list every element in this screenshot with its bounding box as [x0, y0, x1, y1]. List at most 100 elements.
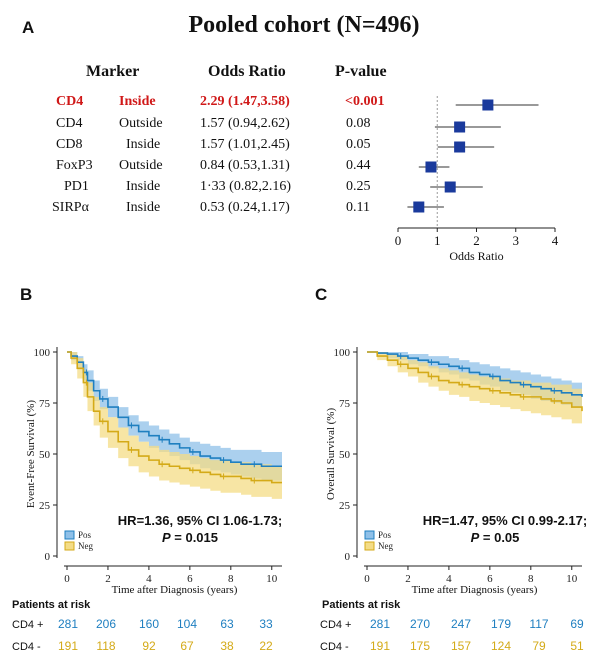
x-tick-label: 3	[513, 233, 520, 248]
x-tick-label: 8	[228, 573, 234, 585]
row-p-value: 0.11	[346, 200, 370, 215]
risk-cell: 191	[369, 639, 391, 653]
x-tick-label: 0	[364, 573, 370, 585]
row-marker: PD1	[64, 179, 89, 194]
odds-ratio-marker	[454, 121, 466, 133]
row-location: Inside	[126, 200, 161, 215]
y-axis-label: Overall Survival (%)	[325, 408, 337, 501]
legend-label: Pos	[378, 530, 392, 540]
risk-label-pos-c: CD4 +	[320, 619, 352, 631]
risk-cell: 118	[96, 639, 116, 653]
row-odds-ratio: 1.57 (1.01,2.45)	[200, 137, 290, 152]
hr-b-p-value: = 0.015	[174, 530, 219, 545]
legend-swatch-pos	[364, 530, 375, 540]
x-tick-label: 0	[395, 233, 402, 248]
hr-c-p-label: P	[470, 530, 480, 545]
risk-cell: 157	[450, 639, 472, 653]
risk-cell: 247	[450, 617, 472, 631]
x-tick-label: 6	[187, 573, 193, 585]
x-axis-label: Time after Diagnosis (years)	[112, 584, 238, 596]
y-axis-label: Event-Free Survival (%)	[25, 400, 37, 508]
y-tick-label: 50	[339, 449, 351, 461]
x-axis-label: Odds Ratio	[449, 249, 503, 263]
row-odds-ratio: 2.29 (1.47,3.58)	[200, 94, 290, 109]
y-tick-label: 50	[39, 449, 51, 461]
y-tick-label: 100	[34, 347, 51, 359]
hr-b-line1: HR=1.36, 95% CI 1.06-1.73;	[117, 513, 283, 528]
risk-cell: 124	[490, 639, 512, 653]
risk-cell: 281	[369, 617, 391, 631]
row-odds-ratio: 0.84 (0.53,1.31)	[200, 158, 290, 173]
risk-cell: 160	[138, 617, 160, 631]
panel-c-letter: C	[315, 285, 328, 304]
row-location: Inside	[126, 179, 161, 194]
panel-a-letter: A	[22, 18, 35, 37]
y-tick-label: 25	[39, 500, 51, 512]
risk-cell: 270	[409, 617, 431, 631]
legend-label: Neg	[78, 541, 93, 551]
risk-cell: 22	[259, 639, 273, 653]
row-location: Inside	[126, 137, 161, 152]
x-tick-label: 0	[64, 573, 70, 585]
hr-c-p-value: = 0.05	[482, 530, 520, 545]
odds-ratio-marker	[454, 141, 466, 153]
risk-cell: 67	[180, 639, 194, 653]
odds-ratio-marker	[425, 161, 437, 173]
odds-ratio-marker	[482, 99, 494, 111]
x-tick-label: 1	[434, 233, 441, 248]
hr-b-p-label: P	[161, 530, 171, 545]
row-location: Inside	[119, 94, 156, 109]
survival-curve-pos	[367, 351, 583, 397]
ci-band-neg	[67, 352, 282, 499]
risk-cell: 175	[409, 639, 431, 653]
risk-cell: 33	[259, 617, 273, 631]
forest-plot: 0 1 2 3 4 Odds Ratio	[395, 96, 559, 263]
row-p-value: 0.44	[346, 158, 371, 173]
row-odds-ratio: 1.57 (0.94,2.62)	[200, 116, 290, 131]
row-p-value: 0.05	[346, 137, 371, 152]
y-tick-label: 25	[339, 500, 351, 512]
risk-cell: 104	[176, 617, 198, 631]
row-marker: CD4	[56, 94, 84, 109]
legend-label: Neg	[378, 541, 393, 551]
x-tick-label: 2	[105, 573, 111, 585]
risk-heading-b: Patients at risk	[12, 599, 91, 611]
risk-cell: 191	[57, 639, 79, 653]
row-marker: CD8	[56, 137, 83, 152]
ci-band-pos	[67, 352, 282, 481]
risk-cell: 63	[220, 617, 234, 631]
legend-swatch-neg	[364, 541, 375, 551]
y-tick-label: 0	[345, 551, 351, 563]
row-marker: CD4	[56, 116, 83, 131]
x-tick-label: 8	[528, 573, 534, 585]
x-tick-label: 4	[552, 233, 559, 248]
row-location: Outside	[119, 158, 163, 173]
survival-curve-neg	[67, 351, 282, 484]
panel-b-letter: B	[20, 285, 33, 304]
header-odds-ratio: Odds Ratio	[208, 63, 286, 80]
risk-cell: 38	[220, 639, 234, 653]
y-tick-label: 0	[45, 551, 51, 563]
risk-cell: 179	[490, 617, 512, 631]
hr-c-line2: P = 0.05	[460, 530, 530, 545]
row-p-value: <0.001	[345, 94, 385, 109]
odds-ratio-marker	[413, 201, 425, 213]
row-odds-ratio: 0.53 (0.24,1.17)	[200, 200, 290, 215]
x-axis-label: Time after Diagnosis (years)	[412, 584, 538, 596]
risk-cell: 117	[529, 617, 549, 631]
risk-cell: 79	[532, 639, 546, 653]
risk-cell: 69	[570, 617, 584, 631]
legend-label: Pos	[78, 530, 92, 540]
x-tick-label: 4	[446, 573, 452, 585]
x-tick-label: 4	[146, 573, 152, 585]
survival-curve-neg	[367, 351, 583, 412]
km-plot-os: 0 25 50 75 100 0 2 4 6 8 10 Time after Diagnosis (y…	[325, 347, 583, 596]
risk-label-neg-b: CD4 -	[12, 641, 41, 653]
legend-swatch-neg	[64, 541, 75, 551]
x-tick-label: 10	[566, 573, 578, 585]
panel-a-title: Pooled cohort (N=496)	[188, 12, 420, 38]
risk-cell: 206	[95, 617, 117, 631]
row-marker: SIRPα	[52, 200, 89, 215]
row-odds-ratio: 1·33 (0.82,2.16)	[200, 179, 291, 194]
risk-cell: 51	[570, 639, 584, 653]
